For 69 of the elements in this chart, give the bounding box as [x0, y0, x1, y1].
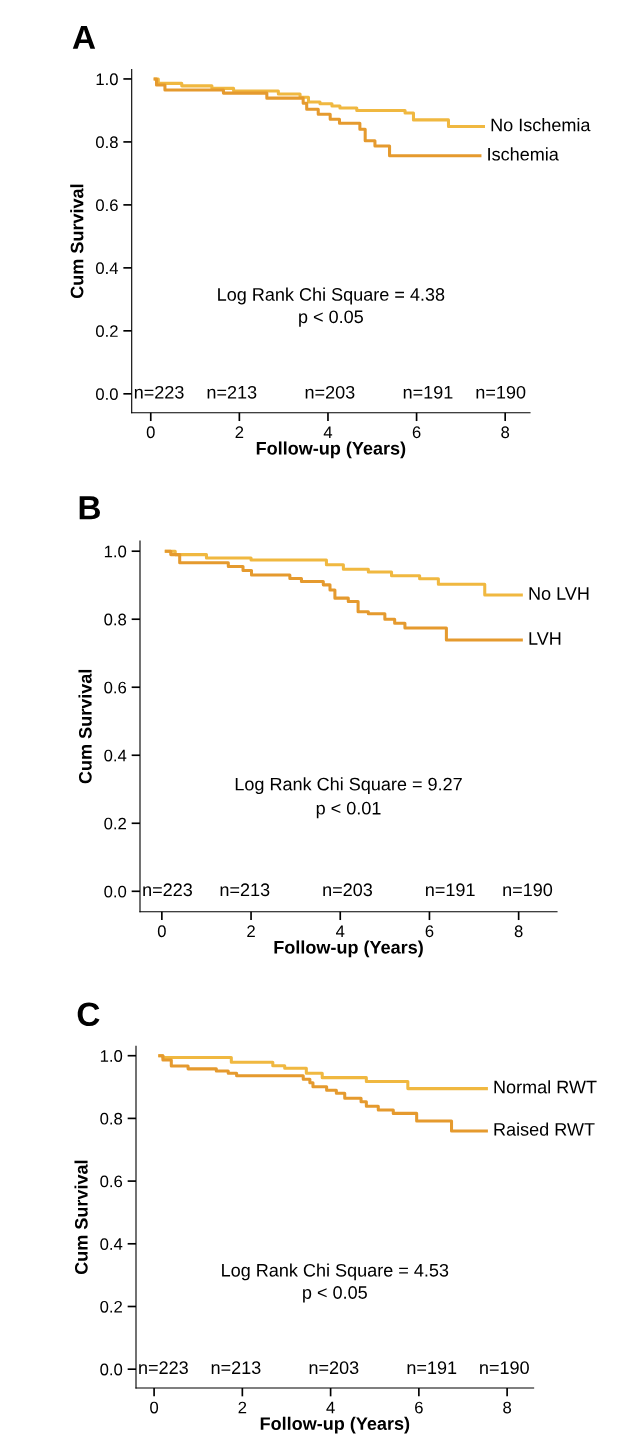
annotation: n=191 [403, 385, 453, 399]
x-tick-label: 2 [238, 1401, 247, 1414]
annotation: n=190 [503, 883, 553, 897]
x-tick-label: 4 [326, 1401, 335, 1414]
y-tick-label: 1.0 [104, 545, 127, 558]
x-tick-label: 2 [247, 925, 255, 937]
y-tick-label: 0.2 [104, 817, 126, 830]
x-tick-label: 0 [146, 426, 155, 439]
annotation: n=213 [207, 385, 257, 399]
series-label: No Ischemia [491, 118, 591, 132]
annotation: n=223 [139, 1361, 188, 1375]
x-tick-label: 8 [514, 925, 523, 938]
x-tick-label: 8 [503, 1401, 512, 1414]
annotation: p < 0.05 [299, 310, 363, 327]
y-axis-title: Cum Survival [70, 184, 84, 299]
annotation: Log Rank Chi Square = 4.53 [222, 1263, 449, 1281]
series-label: Raised RWT [494, 1122, 595, 1136]
x-tick-label: 4 [336, 925, 345, 937]
annotation: n=203 [309, 1361, 359, 1375]
series-label: LVH [529, 632, 561, 645]
chart-title: A [72, 25, 96, 49]
y-tick-label: 0.0 [95, 388, 118, 401]
annotation: n=191 [425, 883, 475, 897]
x-tick-label: 8 [501, 426, 510, 439]
x-axis-title: Follow-up (Years) [274, 940, 423, 958]
annotation: n=223 [143, 883, 192, 897]
x-axis-title: Follow-up (Years) [260, 1416, 410, 1434]
y-tick-label: 0.6 [95, 199, 118, 212]
x-tick-label: 0 [150, 1401, 159, 1414]
x-tick-label: 0 [157, 925, 166, 938]
annotation: n=203 [323, 883, 373, 897]
series-label: Ischemia [488, 147, 559, 161]
chart-title: C [77, 1002, 100, 1027]
series-label: No LVH [529, 587, 589, 600]
series-label: Normal RWT [494, 1080, 597, 1094]
annotation: p < 0.01 [316, 801, 381, 819]
x-tick-label: 6 [415, 1401, 423, 1414]
y-tick-label: 0.2 [95, 325, 118, 338]
annotation: Log Rank Chi Square = 9.27 [235, 777, 462, 795]
y-tick-label: 0.0 [104, 885, 127, 898]
annotation: n=190 [480, 1361, 529, 1375]
y-tick-label: 0.8 [95, 136, 118, 149]
y-tick-label: 0.4 [104, 749, 127, 762]
annotation: p < 0.05 [303, 1286, 367, 1303]
y-tick-label: 0.6 [104, 681, 127, 694]
chart-title: B [79, 496, 101, 520]
y-tick-label: 0.8 [104, 613, 127, 626]
y-axis-title: Cum Survival [74, 1160, 88, 1275]
x-tick-label: 2 [235, 426, 244, 438]
y-tick-label: 0.6 [100, 1175, 123, 1188]
y-tick-label: 0.2 [100, 1300, 122, 1313]
x-tick-label: 4 [323, 426, 333, 438]
annotation: n=203 [305, 385, 355, 399]
annotation: n=190 [476, 385, 526, 399]
annotation: n=191 [407, 1361, 457, 1375]
y-tick-label: 0.4 [100, 1238, 123, 1250]
y-tick-label: 0.8 [100, 1112, 123, 1125]
x-tick-label: 6 [412, 426, 421, 439]
x-axis-title: Follow-up (Years) [256, 441, 406, 459]
annotation: n=213 [220, 883, 270, 897]
annotation: Log Rank Chi Square = 4.38 [218, 287, 445, 305]
x-tick-label: 6 [425, 925, 434, 938]
y-tick-label: 0.4 [95, 262, 119, 275]
annotation: n=213 [211, 1361, 261, 1375]
y-tick-label: 1.0 [100, 1050, 123, 1062]
y-axis-title: Cum Survival [78, 669, 92, 784]
y-tick-label: 1.0 [96, 73, 118, 86]
annotation: n=223 [134, 385, 184, 399]
y-tick-label: 0.0 [100, 1363, 123, 1376]
